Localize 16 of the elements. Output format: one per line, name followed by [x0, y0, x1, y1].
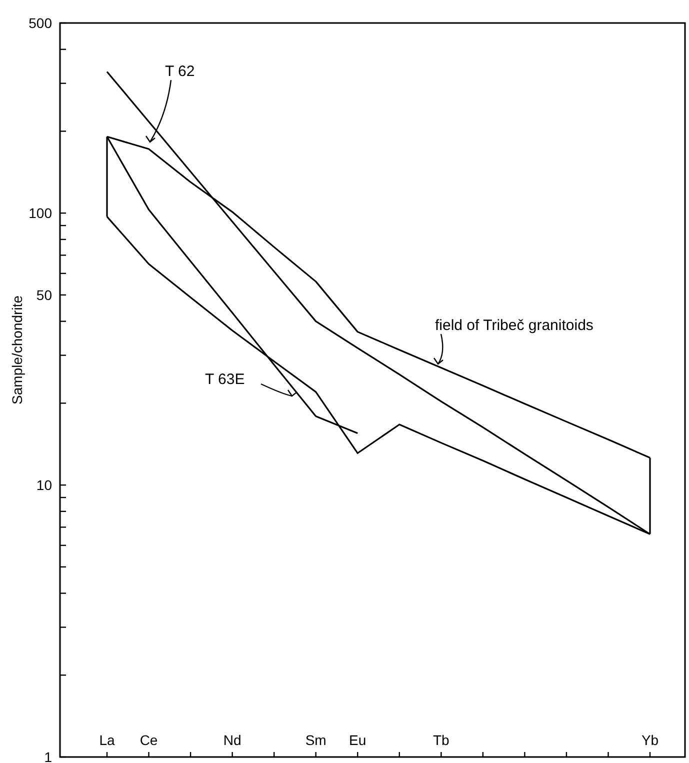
annotation: T 63E	[205, 371, 245, 388]
y-tick-label: 50	[36, 286, 52, 303]
x-tick-label: Nd	[223, 732, 242, 748]
x-tick-label: La	[99, 732, 115, 748]
y-axis-title: Sample/chondrite	[9, 295, 25, 404]
annotation: T 62	[165, 63, 195, 80]
x-tick-label: Yb	[641, 732, 659, 748]
x-tick-label: Sm	[305, 732, 326, 748]
y-tick-label: 500	[28, 14, 52, 31]
y-tick-label: 10	[36, 476, 52, 493]
y-tick-label: 100	[28, 204, 52, 221]
x-tick-label: Ce	[140, 732, 158, 748]
annotation: field of Tribeč granitoids	[435, 317, 594, 334]
x-tick-label: Eu	[349, 732, 366, 748]
x-tick-label: Tb	[432, 732, 450, 748]
y-tick-label: 1	[44, 748, 52, 763]
